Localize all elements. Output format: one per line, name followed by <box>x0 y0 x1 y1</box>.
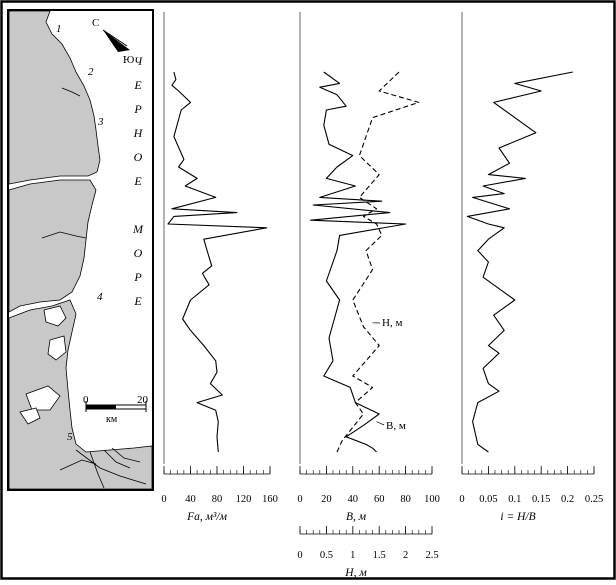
x-tick-label: 100 <box>424 494 440 505</box>
scale-start-label: 0 <box>83 394 89 406</box>
compass-north-label: С <box>92 17 99 29</box>
x2-axis-label: Н, м <box>344 567 367 579</box>
scale-end-label: 20 <box>137 394 149 406</box>
x2-tick-label: 2.5 <box>425 550 438 561</box>
x-tick-label: 80 <box>212 494 223 505</box>
sea-label-letter: Ч <box>134 54 143 68</box>
compass-south-label: Ю <box>123 54 134 66</box>
x2-tick-label: 1 <box>350 550 355 561</box>
x2-tick-label: 0 <box>297 550 302 561</box>
x2-tick-label: 2 <box>403 550 408 561</box>
x-tick-label: 0.25 <box>585 494 603 505</box>
x-tick-label: 40 <box>348 494 359 505</box>
scale-unit-label: км <box>106 414 118 425</box>
x-tick-label: 160 <box>262 494 278 505</box>
x-axis-label: В, м <box>346 511 367 523</box>
point-label-5: 5 <box>67 431 73 443</box>
x-tick-label: 20 <box>321 494 332 505</box>
series-line <box>168 72 267 452</box>
point-label-3: 3 <box>97 116 104 128</box>
x-tick-label: 60 <box>374 494 385 505</box>
x-tick-label: 0 <box>161 494 166 505</box>
point-label-1: 1 <box>56 23 62 35</box>
x-axis-label: Fa, м³/м <box>186 511 228 523</box>
annotation-label: Н, м <box>382 317 402 329</box>
sea-label-letter: Е <box>133 294 142 308</box>
x-tick-label: 80 <box>400 494 411 505</box>
chart-bh: 0 20 40 60 80 100 В, м 0 0.5 1 1.5 2 2.5 Н, м Н, м В, м <box>297 12 440 579</box>
sea-label-letter: М <box>132 222 144 236</box>
annotation-leader <box>377 422 384 425</box>
x2-tick-label: 0.5 <box>320 550 333 561</box>
sea-label-letter: О <box>134 150 143 164</box>
series-line-dashed <box>337 72 419 452</box>
sea-label-letter: Н <box>133 126 144 140</box>
point-label-2: 2 <box>88 66 94 78</box>
series-line <box>311 72 406 452</box>
annotation-label: В, м <box>386 420 406 432</box>
sea-label-letter: Е <box>133 174 142 188</box>
sea-label-letter: Е <box>133 78 142 92</box>
x-tick-label: 40 <box>185 494 196 505</box>
x-tick-label: 0 <box>459 494 464 505</box>
chart-fa: 0 40 80 120 160 Fa, м³/м <box>161 12 278 523</box>
x2-tick-label: 1.5 <box>373 550 386 561</box>
x-tick-label: 120 <box>236 494 252 505</box>
x-tick-label: 0.2 <box>561 494 574 505</box>
point-label-4: 4 <box>97 291 103 303</box>
series-line <box>467 72 573 452</box>
x-tick-label: 0 <box>297 494 302 505</box>
x-tick-label: 0.05 <box>479 494 497 505</box>
x-axis-label: i = H/B <box>500 511 535 523</box>
x-tick-label: 0.15 <box>532 494 550 505</box>
sea-label-letter: О <box>134 246 143 260</box>
sea-label-letter: Р <box>133 102 142 116</box>
sea-label-letter: Р <box>133 270 142 284</box>
chart-i: 0 0.05 0.1 0.15 0.2 0.25 i = H/B <box>459 12 603 523</box>
x-tick-label: 0.1 <box>508 494 521 505</box>
